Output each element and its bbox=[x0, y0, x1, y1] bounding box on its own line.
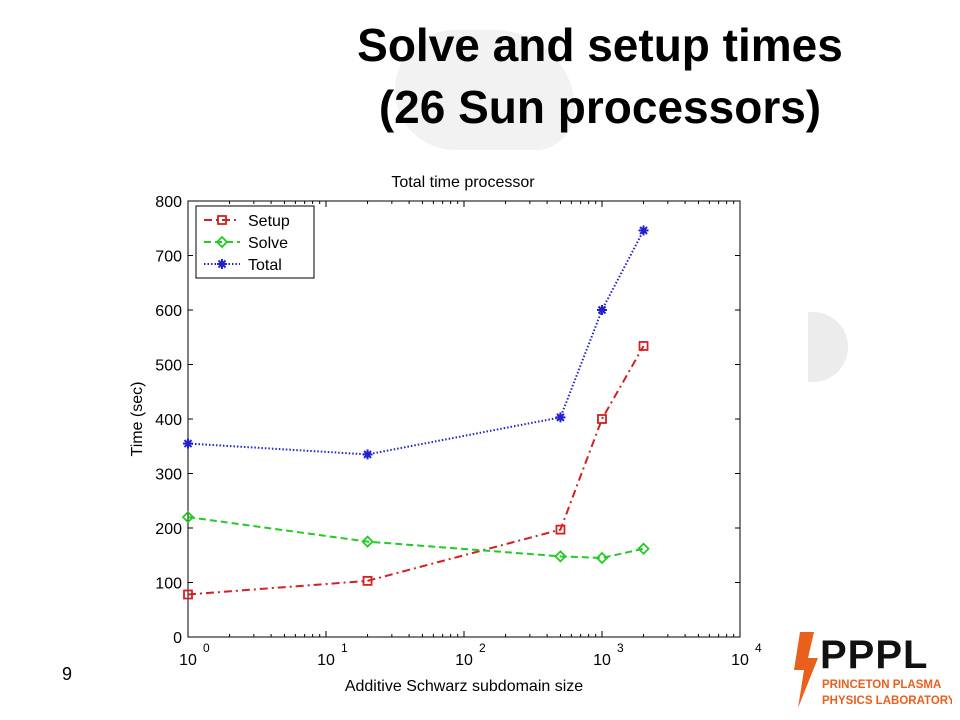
x-tick-exponent: 3 bbox=[617, 641, 624, 655]
y-tick-label: 300 bbox=[155, 467, 182, 484]
x-tick-label: 10 bbox=[179, 652, 197, 669]
logo-line-1: PRINCETON PLASMA bbox=[822, 679, 941, 691]
x-tick-exponent: 2 bbox=[479, 641, 486, 655]
lightning-bolt-icon bbox=[794, 632, 818, 708]
solve-data-point bbox=[637, 542, 650, 555]
x-tick-label: 10 bbox=[593, 652, 611, 669]
x-tick-label: 10 bbox=[731, 652, 749, 669]
solve-data-point bbox=[361, 535, 374, 548]
setup-data-point bbox=[555, 524, 566, 535]
solve-data-point bbox=[181, 510, 195, 524]
y-tick-label: 800 bbox=[155, 194, 182, 211]
legend-marker-setup bbox=[217, 215, 227, 225]
setup-series-line bbox=[187, 345, 645, 596]
setup-data-point bbox=[183, 589, 193, 600]
y-tick-label: 500 bbox=[155, 358, 182, 375]
y-tick-label: 700 bbox=[155, 249, 182, 266]
solve-series-line bbox=[187, 516, 644, 559]
setup-data-point bbox=[362, 575, 373, 586]
logo-wordmark: PPPL bbox=[820, 633, 928, 677]
x-tick-label: 10 bbox=[455, 652, 473, 669]
chart-title: Total time processor bbox=[391, 174, 535, 191]
x-tick-exponent: 4 bbox=[755, 641, 762, 655]
x-tick-exponent: 1 bbox=[341, 641, 348, 655]
x-axis-label: Additive Schwarz subdomain size bbox=[345, 678, 583, 695]
y-tick-label: 400 bbox=[155, 412, 182, 429]
total-data-point bbox=[362, 449, 373, 460]
total-data-point bbox=[638, 225, 649, 236]
x-tick-label: 10 bbox=[317, 652, 335, 669]
x-tick-exponent: 0 bbox=[203, 641, 210, 655]
solve-data-point bbox=[554, 550, 567, 563]
legend: Setup Solve Total bbox=[195, 205, 315, 279]
legend-label-total: Total bbox=[248, 257, 282, 274]
y-tick-label: 600 bbox=[155, 303, 182, 320]
setup-data-point bbox=[597, 414, 607, 424]
legend-label-setup: Setup bbox=[248, 213, 290, 230]
y-axis-label: Time (sec) bbox=[129, 382, 146, 457]
y-tick-label: 0 bbox=[173, 630, 182, 647]
total-data-point bbox=[597, 305, 607, 315]
total-data-point bbox=[555, 412, 566, 423]
setup-data-point bbox=[638, 341, 649, 351]
solve-data-point bbox=[595, 551, 609, 565]
pppl-logo: PPPL PRINCETON PLASMA PHYSICS LABORATORY bbox=[794, 632, 952, 708]
total-data-point bbox=[183, 438, 193, 449]
page-number: 9 bbox=[62, 664, 73, 684]
legend-marker-total bbox=[217, 259, 227, 269]
y-tick-label: 200 bbox=[155, 521, 182, 538]
legend-marker-solve bbox=[215, 235, 229, 249]
legend-label-solve: Solve bbox=[248, 235, 288, 252]
y-tick-label: 100 bbox=[155, 576, 182, 593]
slide-title-line-1: Solve and setup times bbox=[357, 19, 843, 71]
slide-title-line-2: (26 Sun processors) bbox=[378, 81, 822, 133]
total-series-line bbox=[187, 229, 645, 456]
logo-line-2: PHYSICS LABORATORY bbox=[822, 695, 952, 707]
